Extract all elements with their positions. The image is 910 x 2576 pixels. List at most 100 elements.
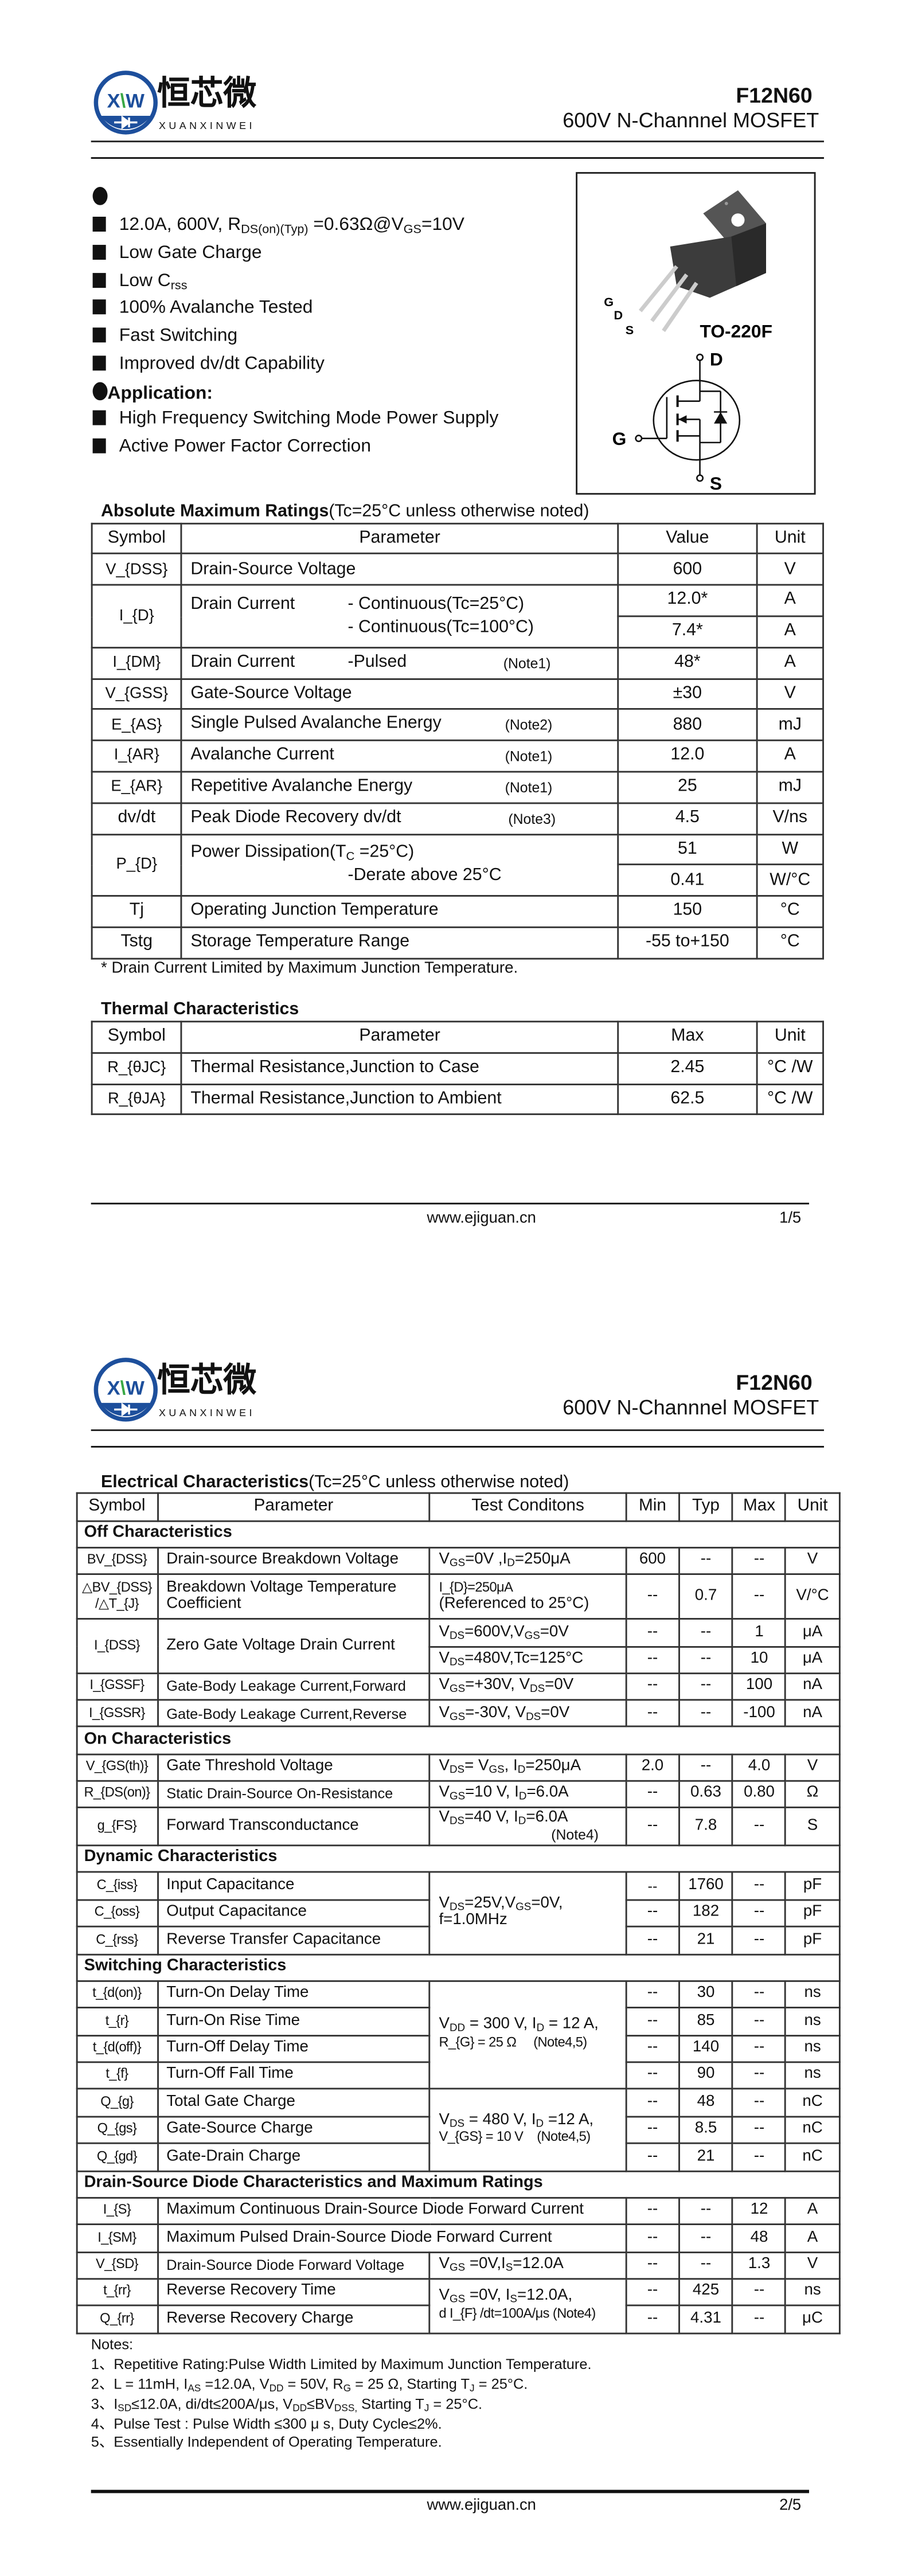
note-item: 4、Pulse Test : Pulse Width ≤300 μ s, Dut… bbox=[91, 2414, 442, 2432]
parameter-cell: Avalanche Current (Note1) bbox=[181, 740, 619, 773]
typ-cell: 182 bbox=[678, 1898, 734, 1928]
min-cell: -- bbox=[625, 1618, 680, 1647]
symbol-cell-line: △BV_{DSS} bbox=[81, 1579, 153, 1594]
min-cell: -- bbox=[625, 2305, 680, 2334]
parameter-cell: Maximum Pulsed Drain-Source Diode Forwar… bbox=[156, 2223, 627, 2253]
note-item: 5、Essentially Independent of Operating T… bbox=[91, 2434, 442, 2451]
mosfet-symbol-icon: D G S bbox=[612, 349, 741, 494]
table-row: I_{AR} Avalanche Current (Note1) 12.0 A bbox=[91, 740, 824, 773]
table-row: Q_{g} Total Gate Charge VDS = 480 V, ID =1… bbox=[76, 2088, 841, 2172]
footer-url[interactable]: www.ejiguan.cn bbox=[427, 1208, 536, 1227]
parameter-cell: Drain Current -Pulsed (Note1) bbox=[181, 646, 619, 679]
symbol-cell: dv/dt bbox=[91, 802, 182, 835]
package-name: TO-220F bbox=[700, 321, 772, 342]
header-cell: Test Conditons bbox=[429, 1492, 627, 1522]
typ-cell: 48 bbox=[678, 2088, 734, 2117]
conditions-cell-line: d I_{F} /dt=100A/μs (Note4) bbox=[439, 2306, 596, 2321]
symbol-cell: t_{f} bbox=[76, 2061, 158, 2090]
page-number: 1/5 bbox=[779, 1208, 802, 1227]
symbol-cell: t_{r} bbox=[76, 2007, 158, 2036]
symbol-cell: Q_{rr} bbox=[76, 2305, 158, 2334]
unit-cell: μA bbox=[785, 1618, 841, 1647]
min-cell: -- bbox=[625, 2143, 680, 2172]
to220f-package-icon: G D S TO-220F bbox=[604, 190, 772, 342]
logo-emblem-icon: X\W bbox=[93, 71, 158, 135]
value-cell: 51 bbox=[617, 833, 758, 866]
typ-cell: -- bbox=[678, 1672, 734, 1701]
table-row: t_{rr} Reverse Recovery Time VGS =0V, IS=1… bbox=[76, 2278, 841, 2334]
table-row: △BV_{DSS} /△T_{J} Breakdown Voltage Temper… bbox=[76, 1573, 841, 1620]
max-cell: -- bbox=[732, 1807, 787, 1847]
symbol-cell: Q_{g} bbox=[76, 2088, 158, 2117]
gate-label: G bbox=[612, 428, 627, 449]
logo-english-name: XUANXINWEI bbox=[159, 1408, 255, 1420]
unit-cell: V bbox=[756, 553, 824, 587]
bullet-square-icon bbox=[92, 410, 106, 425]
symbol-cell: t_{d(on)} bbox=[76, 1980, 158, 2009]
symbol-cell: t_{rr} bbox=[76, 2278, 158, 2307]
min-cell: -- bbox=[625, 1780, 680, 1809]
bullet-square-icon bbox=[92, 299, 106, 315]
symbol-cell: R_{DS(on)} bbox=[76, 1780, 158, 1809]
parameter-cell: Drain-source Breakdown Voltage bbox=[156, 1546, 431, 1576]
conditions-cell: VGS=-30V, VDS=0V bbox=[429, 1699, 627, 1728]
bullet-dot-icon bbox=[92, 187, 108, 205]
header-cell: Unit bbox=[756, 522, 824, 556]
value-cell: 48* bbox=[617, 646, 758, 679]
symbol-cell: I_{GSSF} bbox=[76, 1672, 158, 1701]
unit-cell: A bbox=[756, 646, 824, 679]
header-cell: Unit bbox=[756, 1021, 824, 1054]
conditions-cell: I_{D}=250μA (Referenced to 25°C) bbox=[429, 1573, 627, 1620]
value-cell: ±30 bbox=[617, 678, 758, 711]
section-row: Off Characteristics bbox=[76, 1519, 841, 1549]
max-cell: 12 bbox=[732, 2196, 787, 2226]
conditions-cell-line: VDD = 300 V, ID = 12 A, bbox=[439, 2015, 599, 2035]
unit-cell: °C bbox=[756, 927, 824, 960]
max-cell: -- bbox=[732, 1980, 787, 2009]
parameter-cell: Turn-On Rise Time bbox=[156, 2007, 431, 2036]
note-item: 3、ISD≤12.0A, di/dt≤200A/μs, VDD≤BVDSS, S… bbox=[91, 2395, 483, 2414]
typ-cell: 21 bbox=[678, 2143, 734, 2172]
header-cell: Max bbox=[617, 1021, 758, 1054]
company-logo: X\W 恒芯微 XUANXINWEI bbox=[93, 1357, 278, 1423]
pin-label-d: D bbox=[614, 308, 623, 322]
footer-url[interactable]: www.ejiguan.cn bbox=[427, 2496, 536, 2515]
symbol-cell: C_{iss} bbox=[76, 1871, 158, 1901]
symbol-cell: Tj bbox=[91, 895, 182, 928]
unit-cell: ns bbox=[785, 2007, 841, 2036]
notes-title: Notes: bbox=[91, 2336, 134, 2354]
value-cell: 880 bbox=[617, 709, 758, 742]
table-row: C_{iss} Input Capacitance VDS=25V,VGS=0V, f… bbox=[76, 1871, 841, 1955]
value-cell: 600 bbox=[617, 553, 758, 587]
max-cell: 4.0 bbox=[732, 1753, 787, 1782]
max-cell: -- bbox=[732, 2115, 787, 2145]
symbol-cell-line: /△T_{J} bbox=[95, 1597, 139, 1612]
header-cell: Max bbox=[732, 1492, 787, 1522]
section-title: Off Characteristics bbox=[76, 1519, 841, 1549]
parameter-cell: Gate-Source Voltage bbox=[181, 678, 619, 711]
table-row: V_{SD} Drain-Source Diode Forward Voltage… bbox=[76, 2251, 841, 2280]
parameter-cell: Repetitive Avalanche Energy (Note1) bbox=[181, 771, 619, 804]
conditions-cell: VGS =0V,IS=12.0A bbox=[429, 2251, 627, 2280]
unit-cell: V bbox=[785, 1753, 841, 1782]
max-cell: 10 bbox=[732, 1645, 787, 1674]
min-cell: -- bbox=[625, 1573, 680, 1620]
max-cell: -- bbox=[732, 2305, 787, 2334]
unit-cell: ns bbox=[785, 2278, 841, 2307]
header-cell: Symbol bbox=[91, 1021, 182, 1054]
value-cell: 12.0* bbox=[617, 584, 758, 617]
symbol-cell: Q_{gd} bbox=[76, 2143, 158, 2172]
value-cell: 2.45 bbox=[617, 1051, 758, 1085]
header-cell: Min bbox=[625, 1492, 680, 1522]
notes: Notes: 1、Repetitive Rating:Pulse Width L… bbox=[91, 2336, 592, 2453]
value-cell: 150 bbox=[617, 895, 758, 928]
unit-cell: V/°C bbox=[785, 1573, 841, 1620]
parameter-cell: Breakdown Voltage Temperature Coefficient bbox=[156, 1573, 431, 1620]
max-cell: -- bbox=[732, 2007, 787, 2036]
typ-cell: -- bbox=[678, 2196, 734, 2226]
unit-cell: pF bbox=[785, 1898, 841, 1928]
parameter-cell: Operating Junction Temperature bbox=[181, 895, 619, 928]
max-cell: -- bbox=[732, 1926, 787, 1955]
min-cell: -- bbox=[625, 2196, 680, 2226]
feature-item: 12.0A, 600V, RDS(on)(Typ) =0.63Ω@VGS=10V bbox=[92, 215, 464, 237]
